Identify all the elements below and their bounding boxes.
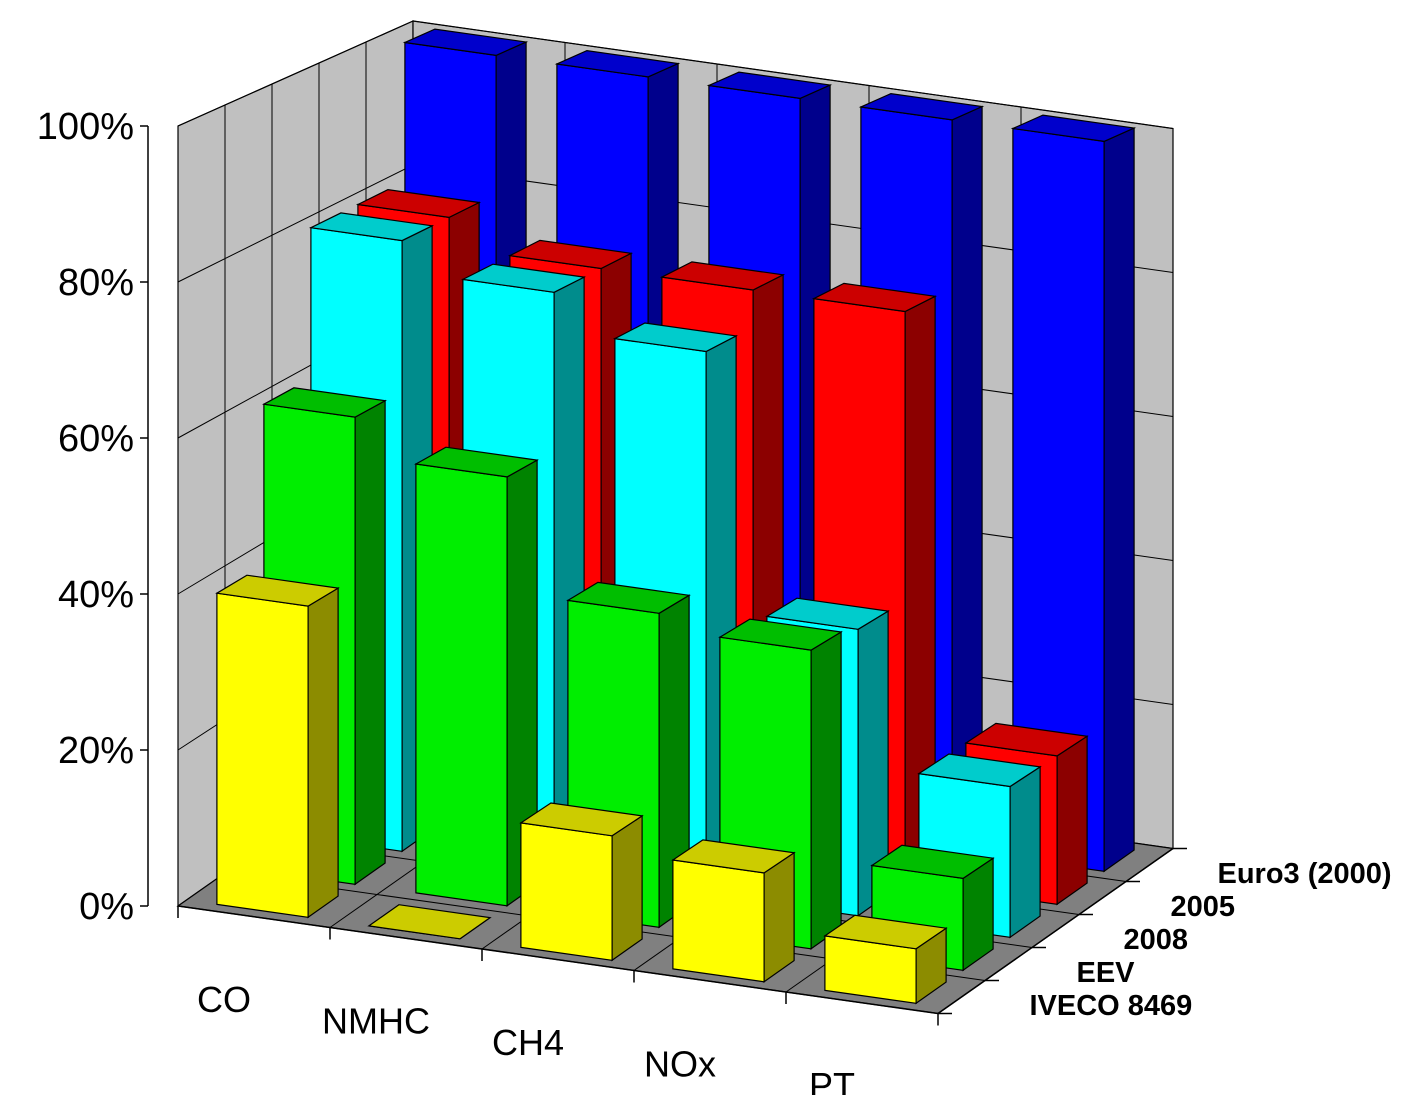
- bar-nmhc-iveco-8469: [367, 904, 492, 940]
- bar-side-face: [354, 399, 386, 886]
- bar-front-face: [216, 592, 309, 918]
- bar-top-face: [659, 261, 786, 291]
- bar-top-face: [823, 914, 948, 950]
- category-label: NOx: [644, 1043, 716, 1084]
- bar-top-face: [811, 282, 938, 313]
- bar-top-face: [215, 574, 340, 607]
- chart-bars: [215, 28, 1137, 1005]
- category-label: PT: [809, 1065, 855, 1095]
- category-label: CO: [197, 979, 251, 1020]
- bar-top-face: [355, 188, 482, 219]
- bar-top-face: [1010, 114, 1137, 143]
- x-axis-line: [177, 905, 939, 1015]
- bar-pt-iveco-8469: [823, 914, 948, 1005]
- chart-axes: [140, 125, 1187, 1026]
- y-tick-label: 80%: [58, 262, 134, 304]
- bar-side-face: [1009, 765, 1041, 939]
- category-label: NMHC: [322, 1000, 430, 1041]
- bar-side-face: [1103, 127, 1135, 873]
- chart-labels: 0% 20% 40% 60% 80% 100% CO NMHC CH4 NOx PT IVECO 84…: [37, 106, 1392, 1095]
- series-label: IVECO 8469: [1030, 990, 1193, 1022]
- bar-nmhc-eev: [414, 446, 539, 907]
- bar-top-face: [262, 387, 387, 418]
- series-label: Euro3 (2000): [1218, 858, 1392, 890]
- bar-ch4-iveco-8469: [519, 802, 644, 962]
- category-label: CH4: [492, 1022, 564, 1063]
- y-tick-label: 100%: [37, 106, 134, 148]
- bar-side-face: [307, 587, 339, 919]
- depth-axis-line: [937, 847, 1174, 1015]
- bar-front-face: [415, 463, 508, 907]
- bar-top-face: [308, 212, 435, 242]
- bar-top-face: [460, 263, 587, 293]
- series-label: EEV: [1077, 957, 1136, 989]
- bar-top-face: [519, 802, 644, 837]
- bar-front-face: [520, 822, 613, 961]
- bar-top-face: [566, 581, 691, 614]
- series-label: 2005: [1171, 891, 1236, 923]
- axis-spacer: [148, 126, 178, 906]
- bar-top-face: [706, 71, 833, 100]
- bar-co-iveco-8469: [215, 574, 340, 919]
- y-tick-label: 0%: [79, 886, 134, 928]
- h-gridline: [177, 20, 1174, 129]
- bar-nox-iveco-8469: [671, 839, 796, 983]
- bar-top-face: [718, 618, 843, 651]
- bar-top-face: [964, 722, 1089, 757]
- y-tick-label: 60%: [58, 418, 134, 460]
- bar-top-face: [402, 28, 529, 57]
- y-tick-label: 40%: [58, 574, 134, 616]
- bar-top-face: [917, 753, 1042, 788]
- bar-side-face: [763, 851, 795, 983]
- bar-top-face: [858, 92, 985, 121]
- bar-side-face: [611, 814, 643, 962]
- series-label: 2008: [1124, 924, 1189, 956]
- bar-pt-euro3-2000: [1010, 114, 1137, 873]
- bar-side-face: [810, 630, 842, 950]
- bar-top-face: [554, 49, 681, 78]
- bar-top-face: [671, 839, 796, 874]
- bar-top-face: [414, 446, 539, 478]
- bar-top-face: [765, 597, 890, 630]
- bar-front-face: [672, 859, 765, 983]
- bar-side-face: [1056, 735, 1088, 906]
- bar-top-face: [367, 904, 492, 940]
- bar-top-face: [870, 844, 995, 880]
- y-tick-label: 20%: [58, 730, 134, 772]
- bar-top-face: [507, 239, 634, 270]
- bar-top-face: [612, 322, 739, 353]
